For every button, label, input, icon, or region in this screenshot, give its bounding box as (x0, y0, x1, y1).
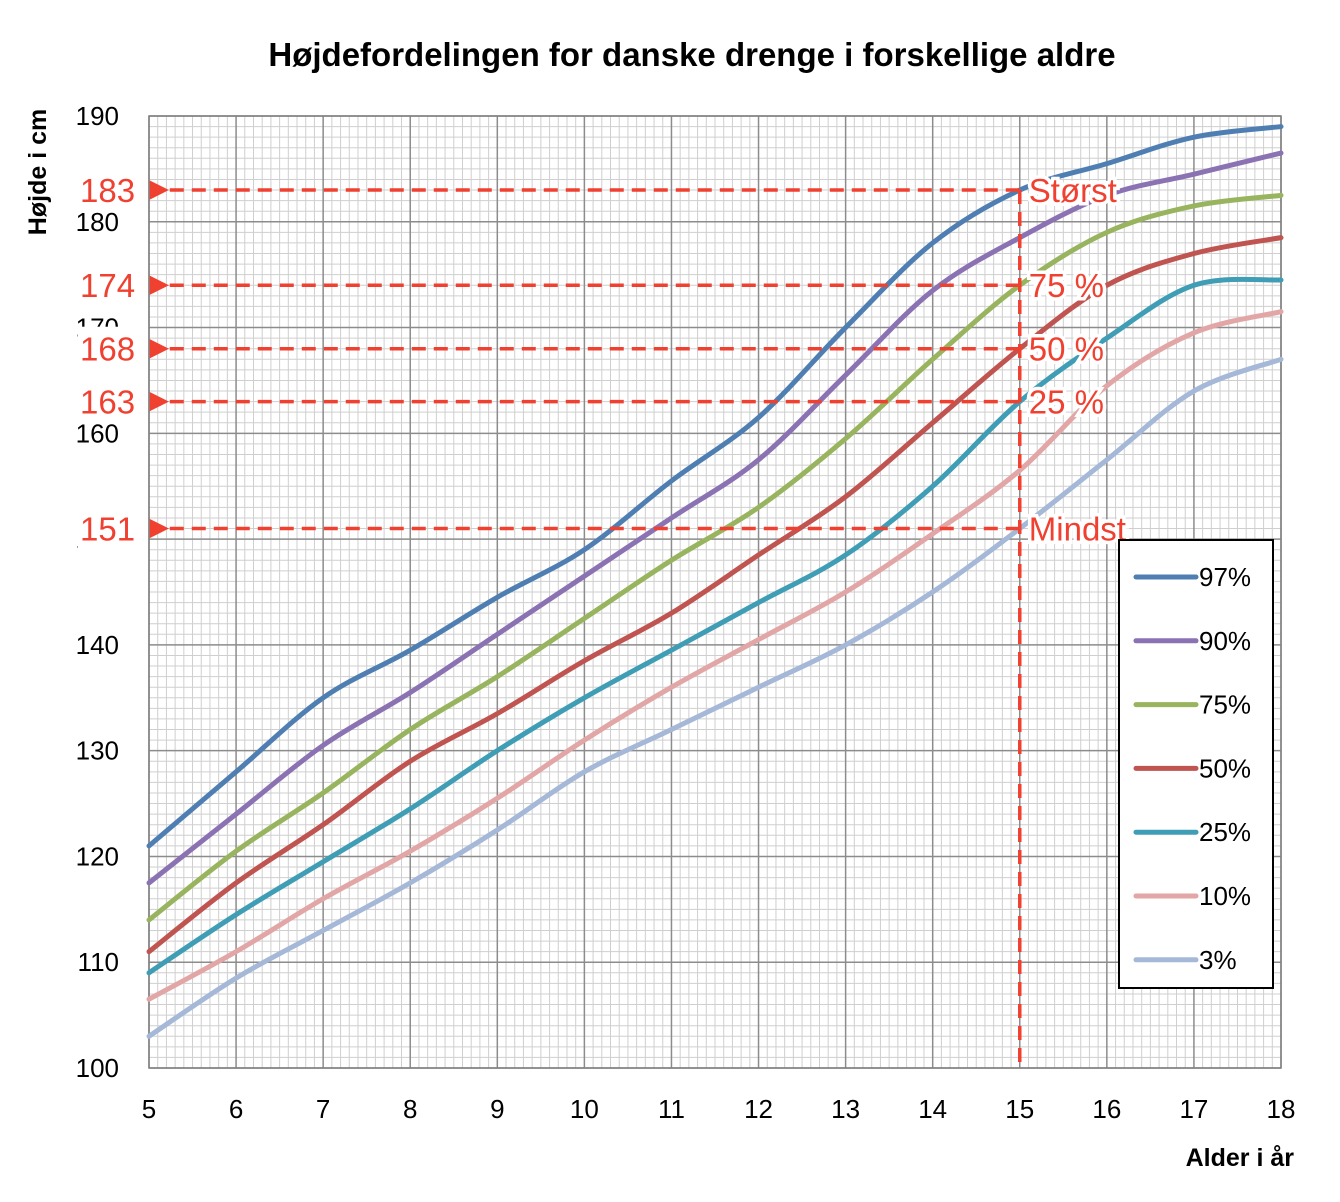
x-tick-label: 13 (831, 1094, 860, 1124)
minor-gridlines (149, 116, 1281, 1068)
y-tick-label: 110 (78, 947, 119, 977)
y-tick-label: 130 (76, 736, 119, 766)
x-tick-label: 6 (229, 1094, 243, 1124)
x-tick-label: 11 (658, 1094, 685, 1124)
y-tick-label: 100 (76, 1053, 119, 1083)
annotation-value: 183 (80, 172, 135, 209)
x-axis-ticks: 5 6 7 8 9 10 11 12 13 14 15 16 17 18 (142, 1094, 1296, 1124)
series-line-90pct (146, 150, 1284, 886)
series-line-3pct (146, 356, 1284, 1039)
y-axis-label: Højde i cm (24, 109, 52, 235)
annotations: 183 Størst 174 75 % 168 50 % 163 25 % 151 Mindst (78, 168, 1129, 1068)
legend-box (1118, 539, 1274, 989)
x-tick-label: 10 (570, 1094, 599, 1124)
series-line-50pct (146, 235, 1284, 955)
legend-label: 3% (1199, 945, 1237, 975)
x-tick-label: 7 (316, 1094, 330, 1124)
annotation-label: Mindst (1029, 511, 1126, 548)
legend-label: 97% (1199, 562, 1251, 592)
series-lines (146, 124, 1284, 1039)
legend: 97% 90% 75% 50% 25% 10% 3% (1118, 539, 1274, 989)
x-tick-label: 18 (1267, 1094, 1296, 1124)
annotation-value-bg (78, 168, 148, 213)
plot-area (148, 115, 1282, 1069)
annotation-label: 75 % (1029, 267, 1104, 304)
x-tick-label: 16 (1092, 1094, 1121, 1124)
x-tick-label: 15 (1005, 1094, 1034, 1124)
series-line-10pct (146, 309, 1284, 1002)
x-tick-label: 14 (918, 1094, 947, 1124)
annotation-value-bg (78, 506, 148, 551)
annotation-value: 174 (80, 267, 135, 304)
legend-label: 75% (1199, 690, 1251, 720)
annotation-label: 25 % (1029, 384, 1104, 421)
y-tick-label: 190 (76, 101, 119, 131)
x-tick-label: 8 (403, 1094, 417, 1124)
x-tick-label: 12 (744, 1094, 773, 1124)
series-line-25pct (146, 276, 1284, 976)
chart-title: Højdefordelingen for danske drenge i for… (268, 36, 1115, 73)
x-tick-label: 9 (490, 1094, 504, 1124)
annotation-value-bg (78, 326, 148, 371)
annotation-value: 151 (80, 511, 135, 548)
series-line-75pct (146, 192, 1284, 923)
annotation-value-bg (78, 263, 148, 308)
series-line-97pct (146, 124, 1284, 849)
major-gridlines (148, 115, 1282, 1069)
legend-label: 25% (1199, 817, 1251, 847)
annotation-value-bg (78, 379, 148, 424)
annotation-value: 163 (80, 384, 135, 421)
y-tick-label: 120 (76, 841, 119, 871)
x-axis-label: Alder i år (1186, 1144, 1295, 1172)
annotation-label: Størst (1029, 172, 1117, 209)
annotation-value: 168 (80, 331, 135, 368)
legend-label: 10% (1199, 881, 1251, 911)
legend-label: 90% (1199, 626, 1251, 656)
annotation-label: 50 % (1029, 331, 1104, 368)
legend-label: 50% (1199, 753, 1251, 783)
y-tick-label: 140 (76, 630, 119, 660)
x-tick-label: 5 (142, 1094, 156, 1124)
x-tick-label: 17 (1179, 1094, 1208, 1124)
y-axis-ticks: 100110120130140150160170180190 (76, 101, 119, 1083)
